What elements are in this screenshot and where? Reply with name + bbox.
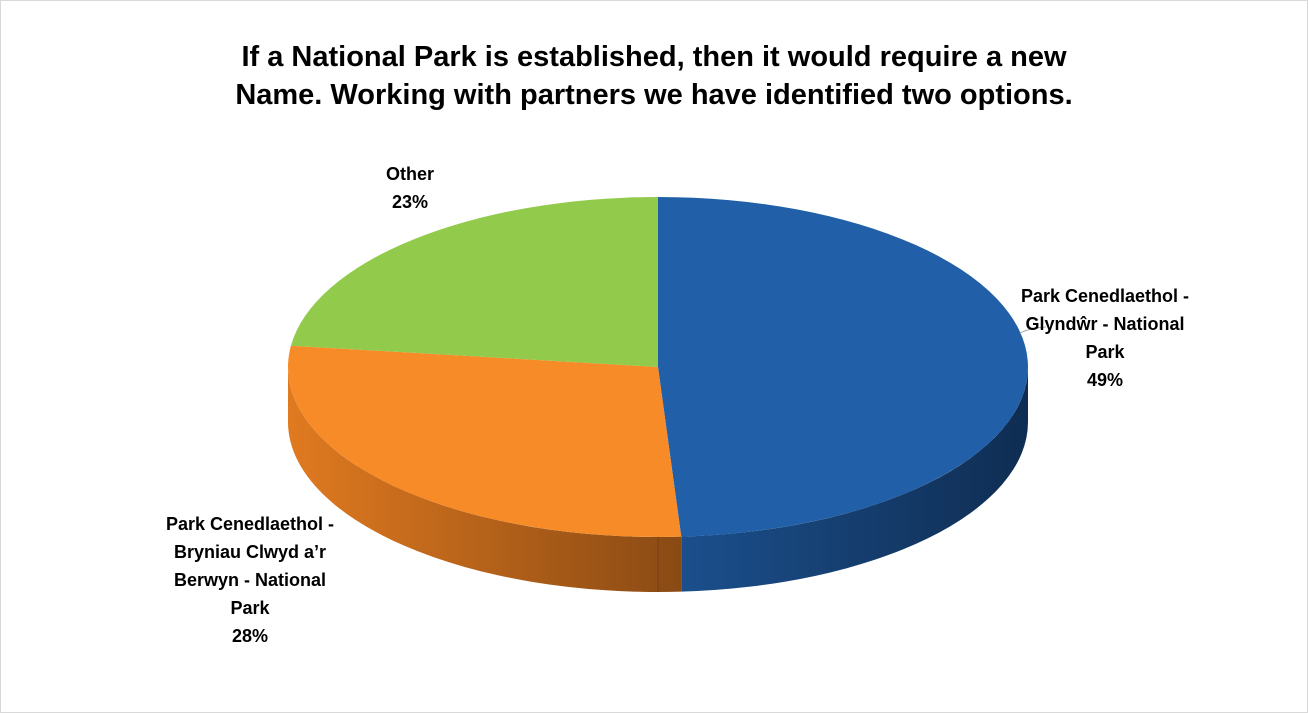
label-bryniau-line-1: Park Cenedlaethol - bbox=[165, 514, 335, 534]
slice-other bbox=[290, 197, 658, 367]
slice-side-bryniau-0 bbox=[288, 367, 682, 592]
label-bryniau-line-4: Park bbox=[230, 598, 270, 618]
label-bryniau-line-3: Berwyn - National bbox=[173, 570, 327, 590]
slice-bryniau bbox=[288, 345, 682, 537]
label-glyndwr-line-3: Park bbox=[1085, 342, 1125, 362]
slice-glyndwr bbox=[658, 197, 1028, 537]
slice-label-glyndwr: Park Cenedlaethol - Glyndŵr - National P… bbox=[1010, 282, 1200, 394]
chart-title-line-1: If a National Park is established, then … bbox=[241, 41, 1067, 73]
leader-line bbox=[1019, 326, 1047, 334]
label-other-line-1: Other bbox=[385, 164, 434, 184]
slice-label-bryniau: Park Cenedlaethol - Bryniau Clwyd a’r Be… bbox=[100, 510, 400, 650]
label-bryniau-line-2: Bryniau Clwyd a’r bbox=[173, 542, 327, 562]
label-glyndwr-line-1: Park Cenedlaethol - bbox=[1020, 286, 1190, 306]
label-other-percent: 23% bbox=[391, 192, 429, 212]
chart-title-line-2: Name. Working with partners we have iden… bbox=[235, 79, 1073, 111]
chart-title: If a National Park is established, then … bbox=[0, 38, 1308, 114]
label-bryniau-percent: 28% bbox=[231, 626, 269, 646]
label-glyndwr-percent: 49% bbox=[1086, 370, 1124, 390]
slice-label-other: Other 23% bbox=[340, 160, 480, 216]
label-glyndwr-line-2: Glyndŵr - National bbox=[1025, 314, 1185, 334]
pie-tops bbox=[288, 197, 1028, 537]
slice-side-glyndwr-0 bbox=[681, 367, 1028, 592]
pie-sides bbox=[288, 367, 1028, 592]
